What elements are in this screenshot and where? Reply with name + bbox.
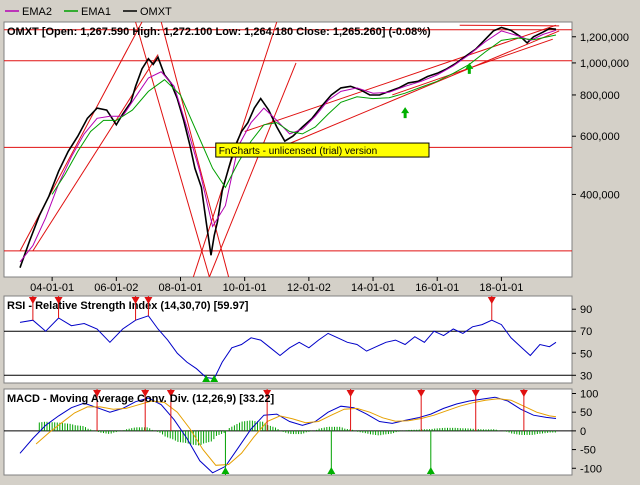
legend-bar [0,0,640,20]
price-y-tick-label: 800,000 [580,90,620,102]
buy-signal-marker [221,467,230,474]
rsi-overbought-marker [28,297,37,304]
macd-y-tick-label: 0 [580,426,586,438]
price-y-tick-label: 400,000 [580,189,620,201]
rsi-panel-title: RSI - Relative Strength Index (14,30,70)… [7,300,249,312]
price-trend-line [135,22,210,277]
macd-plot-group [4,389,572,475]
trial-watermark: FnCharts - unlicensed (trial) version [215,142,430,158]
price-trend-line [208,62,297,277]
price-trend-line [32,54,159,252]
sell-signal-marker [263,390,272,397]
x-tick-label: 12-01-02 [287,282,331,294]
rsi-plot-group [4,315,572,380]
price-y-tick-label: 600,000 [580,131,620,143]
price-series-ema1 [51,34,557,195]
rsi-y-tick-label: 50 [580,348,592,360]
macd-y-tick-label: 50 [580,407,592,419]
price-trend-line [459,24,560,27]
rsi-overbought-marker [54,297,63,304]
price-series-omxt [19,26,557,268]
price-series-ema2 [19,29,557,263]
sell-signal-marker [141,390,150,397]
price-y-tick-label: 1,200,000 [580,32,629,44]
sell-signal-marker [417,390,426,397]
rsi-overbought-marker [144,297,153,304]
x-tick-label: 08-01-01 [158,282,202,294]
sell-signal-marker [166,390,175,397]
rsi-overbought-marker [131,297,140,304]
sell-signal-marker [346,390,355,397]
price-y-tick-label: 1,000,000 [580,58,629,70]
rsi-overbought-marker [487,297,496,304]
rsi-y-tick-label: 70 [580,326,592,338]
rsi-y-tick-label: 90 [580,304,592,316]
rsi-oversold-marker [202,375,211,382]
sell-signal-marker [471,390,480,397]
buy-signal-marker [426,467,435,474]
macd-y-tick-label: 100 [580,388,598,400]
trial-watermark-text: FnCharts - unlicensed (trial) version [219,146,377,157]
price-trend-line [160,22,230,277]
legend-label-ema1: EMA1 [81,6,111,18]
price-panel-title: OMXT [Open: 1,267.590 High: 1,272.100 Lo… [7,26,431,38]
x-tick-label: 18-01-01 [479,282,523,294]
rsi-oversold-marker [210,375,219,382]
buy-arrow [465,62,474,74]
price-trend-line [392,38,553,96]
trial-watermark-box [215,142,430,158]
macd-panel-title: MACD - Moving Average Conv. Div. (12,26,… [7,393,274,405]
x-tick-label: 16-01-01 [415,282,459,294]
legend-label-omxt: OMXT [140,6,172,18]
price-trend-line [282,30,560,147]
x-tick-label: 14-01-01 [351,282,395,294]
macd-series-signal [35,398,557,466]
x-tick-label: 06-01-02 [94,282,138,294]
rsi-plot-area [3,295,573,384]
buy-arrow [401,107,410,119]
rsi-series-rsi [19,315,557,380]
x-tick-label: 10-01-01 [223,282,267,294]
rsi-y-tick-label: 30 [580,370,592,382]
macd-y-tick-label: -50 [580,445,596,457]
price-trend-line [244,24,557,133]
legend-label-ema2: EMA2 [22,6,52,18]
sell-signal-marker [519,390,528,397]
macd-y-tick-label: -100 [580,463,602,475]
sell-signal-marker [93,390,102,397]
x-tick-label: 04-01-01 [30,282,74,294]
buy-signal-marker [327,467,336,474]
macd-series-macd [19,396,557,474]
